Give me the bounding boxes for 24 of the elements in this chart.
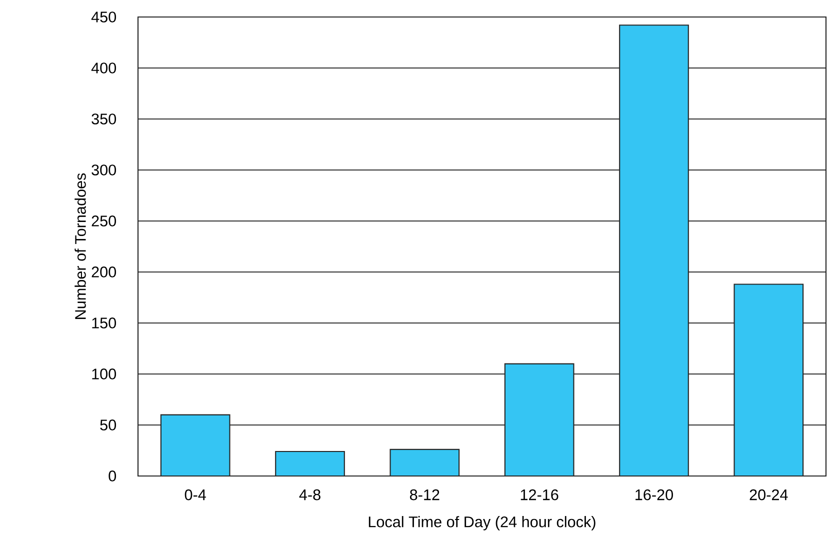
y-tick-label: 0	[108, 470, 116, 482]
y-axis-title: Number of Tornadoes	[74, 173, 86, 319]
y-tick-label: 200	[92, 266, 116, 278]
x-tick-label: 4-8	[299, 489, 320, 500]
x-tick-label: 12-16	[520, 489, 558, 500]
bar	[160, 414, 230, 476]
x-tick-label: 8-12	[410, 489, 440, 500]
x-tick-label: 0-4	[184, 489, 206, 500]
y-tick-label: 50	[100, 420, 116, 430]
y-tick-label: 350	[92, 114, 116, 124]
y-tick-label: 450	[91, 12, 116, 22]
y-tick-label: 100	[92, 368, 116, 380]
x-tick-label: 20-24	[750, 489, 788, 500]
bar	[734, 284, 804, 476]
y-tick-label: 400	[91, 62, 116, 74]
bar	[275, 450, 345, 476]
bar	[619, 24, 689, 476]
y-tick-label: 250	[92, 216, 116, 226]
x-axis-title: Local Time of Day (24 hour clock)	[368, 516, 596, 530]
bar	[390, 448, 460, 476]
x-tick-label: 16-20	[636, 489, 673, 500]
bar	[504, 363, 574, 476]
y-tick-label: 300	[92, 164, 116, 176]
y-tick-label: 150	[92, 318, 116, 328]
